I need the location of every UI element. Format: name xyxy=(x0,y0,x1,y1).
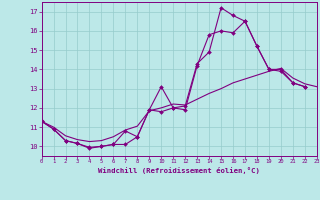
X-axis label: Windchill (Refroidissement éolien,°C): Windchill (Refroidissement éolien,°C) xyxy=(98,167,260,174)
